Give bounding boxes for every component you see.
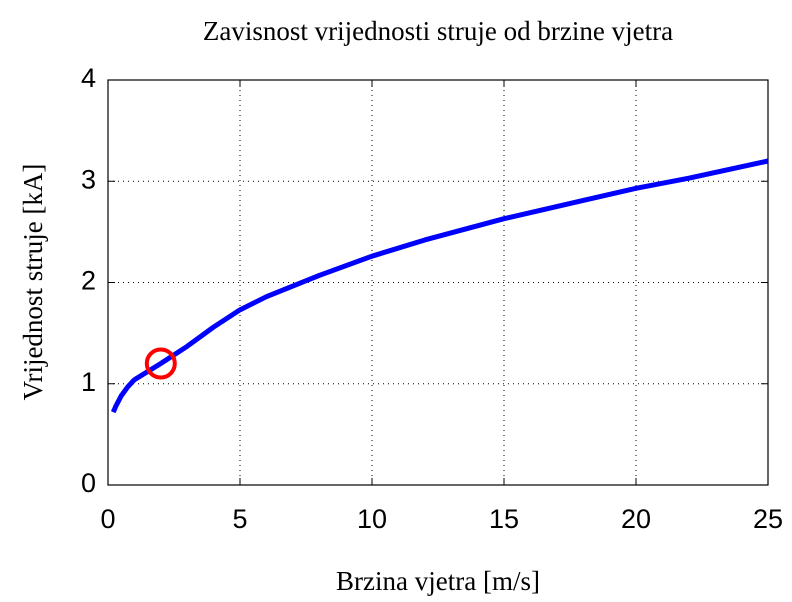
plot-frame — [107, 79, 769, 486]
x-tick-label: 25 — [753, 504, 783, 534]
y-tick-label: 3 — [81, 164, 96, 194]
y-axis-label: Vrijednost struje [kA] — [18, 164, 48, 401]
x-tick-label: 15 — [489, 504, 519, 534]
y-tick-label: 0 — [81, 468, 96, 498]
chart-title: Zavisnost vrijednosti struje od brzine v… — [203, 16, 673, 46]
x-axis-label: Brzina vjetra [m/s] — [336, 566, 540, 596]
y-tick-label: 1 — [81, 367, 96, 397]
x-tick-label: 20 — [621, 504, 651, 534]
line-series — [110, 158, 769, 414]
y-tick-label: 4 — [81, 63, 96, 93]
marker — [144, 347, 177, 380]
x-tick-label: 5 — [232, 504, 247, 534]
x-tick-label: 10 — [357, 504, 387, 534]
y-tick-label: 2 — [81, 266, 96, 296]
x-tick-label: 0 — [100, 504, 115, 534]
